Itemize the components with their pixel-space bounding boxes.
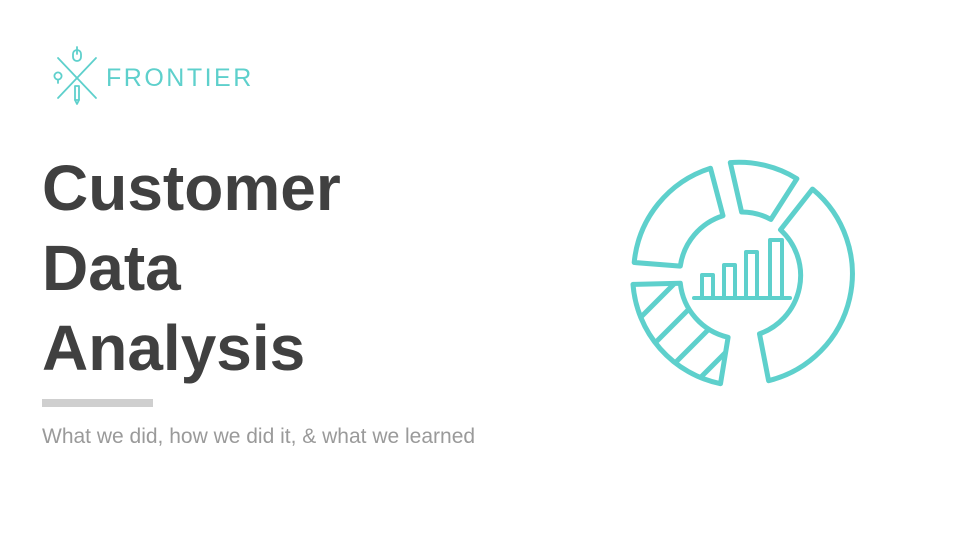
slide-subtitle: What we did, how we did it, & what we le… <box>42 425 476 448</box>
title-line-1: Customer <box>42 152 341 224</box>
donut-segment-right <box>757 186 855 384</box>
slide-title: Customer Data Analysis <box>42 148 341 388</box>
donut-chart-with-bar-chart-icon <box>630 159 855 387</box>
title-line-2: Data <box>42 232 181 304</box>
inner-bar-chart <box>692 238 792 300</box>
donut-segment-hatched <box>630 280 731 387</box>
title-line-3: Analysis <box>42 312 306 384</box>
donut-segment-left <box>631 165 726 269</box>
title-divider <box>42 399 153 407</box>
donut-segment-top <box>727 159 800 222</box>
frontier-logo: FRONTIER <box>52 46 254 108</box>
crossed-tools-logo-icon <box>53 46 97 105</box>
brand-name: FRONTIER <box>106 63 254 92</box>
